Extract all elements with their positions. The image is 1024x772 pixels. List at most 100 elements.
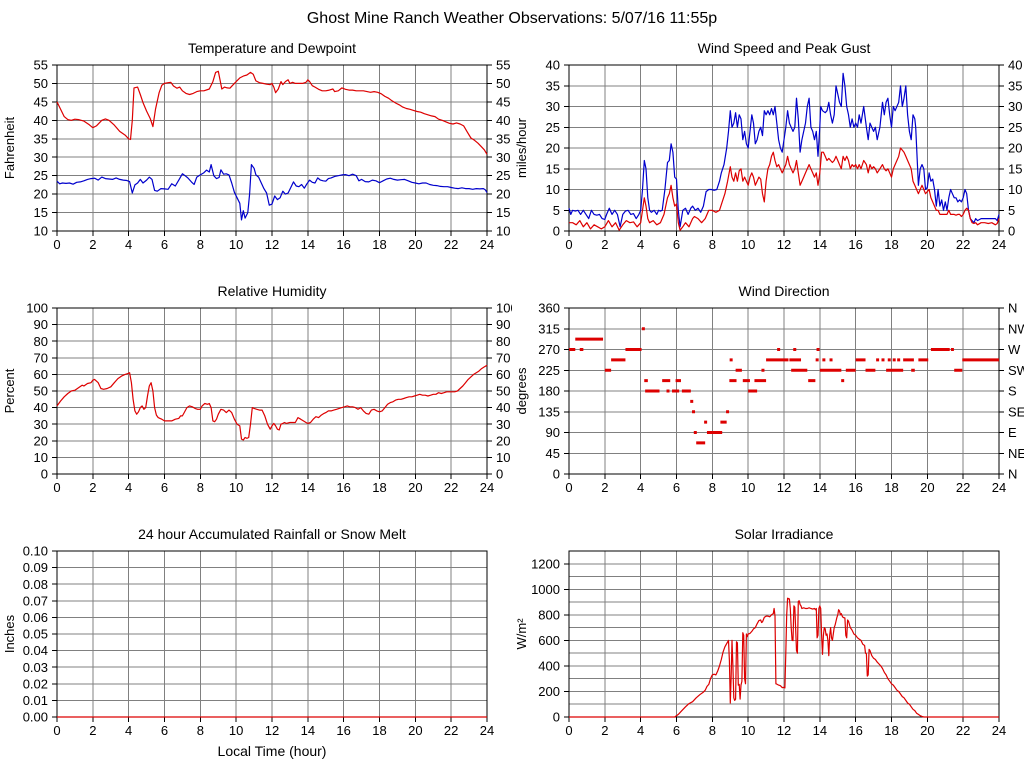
x-tick-label: 16 (848, 237, 862, 252)
x-tick-label: 12 (777, 237, 791, 252)
y-tick-label-right: W (1008, 342, 1021, 357)
x-tick-label: 10 (229, 723, 243, 738)
x-tick-label: 10 (741, 237, 755, 252)
y-tick-label: 90 (34, 317, 48, 332)
y-tick-label-right: 25 (496, 168, 510, 183)
y-tick-label-right: 0 (1008, 224, 1015, 239)
y-tick-label-right: 35 (1008, 78, 1022, 93)
y-tick-label: 60 (34, 367, 48, 382)
y-tick-label: 35 (546, 78, 560, 93)
x-tick-label: 4 (125, 480, 132, 495)
y-tick-label-right: 10 (496, 224, 510, 239)
y-tick-label: 0 (553, 224, 560, 239)
y-tick-label-right: S (1008, 384, 1017, 399)
y-tick-label: 40 (34, 400, 48, 415)
page-title: Ghost Mine Ranch Weather Observations: 5… (306, 10, 718, 27)
humidity-line (56, 364, 488, 441)
axis-labels: 0 2 4 6 8 10 12 14 16 18 20 22 240.000.010.020.030.0… (23, 544, 495, 738)
x-tick-label: 10 (229, 480, 243, 495)
chart-title: Wind Speed and Peak Gust (698, 40, 871, 56)
wind-speed-line (569, 147, 1000, 231)
y-tick-label-right: 40 (496, 400, 510, 415)
y-tick-label: 360 (538, 301, 560, 316)
x-tick-label: 20 (408, 723, 422, 738)
y-tick-label: 55 (34, 58, 48, 73)
y-tick-label: 225 (538, 363, 560, 378)
y-tick-label: 0 (553, 710, 560, 725)
x-tick-label: 24 (992, 480, 1006, 495)
x-tick-label: 14 (301, 723, 315, 738)
x-tick-label: 8 (709, 237, 716, 252)
y-tick-label-right: 70 (496, 350, 510, 365)
x-tick-label: 2 (601, 723, 608, 738)
y-tick-label: 1000 (531, 582, 560, 597)
y-axis-label: Inches (2, 614, 17, 653)
panel-wind-speed-gust: 0 2 4 6 8 10 12 14 16 18 20 22 24 0 0 5 5 10 10 15 15 20 20 25 2… (512, 38, 1024, 281)
y-tick-label: 15 (546, 161, 560, 176)
x-tick-label: 22 (956, 237, 970, 252)
x-tick-label: 4 (125, 237, 132, 252)
y-axis-label: Fahrenheit (2, 117, 17, 180)
y-tick-label: 20 (34, 187, 48, 202)
panel-rainfall: 0 2 4 6 8 10 12 14 16 18 20 22 24 0.00 0.01 0.02 0.03 0.0… (0, 524, 512, 767)
gridlines (56, 307, 488, 475)
gridlines (56, 64, 488, 232)
x-tick-label: 10 (741, 723, 755, 738)
rainfall-chart: 0 2 4 6 8 10 12 14 16 18 20 22 240.000.010.020.030.0… (2, 526, 495, 759)
y-tick-label: 35 (34, 131, 48, 146)
y-tick-label-right: 80 (496, 334, 510, 349)
y-tick-label-right: 50 (496, 76, 510, 91)
y-tick-label: 20 (34, 433, 48, 448)
y-tick-label: 0.06 (23, 610, 48, 625)
panel-relative-humidity: 0 2 4 6 8 10 12 14 16 18 20 22 24 0 0 10 10 20 20 30 30 40 40 5… (0, 281, 518, 524)
y-tick-label: 10 (34, 450, 48, 465)
y-tick-label-right: NE (1008, 446, 1024, 461)
x-tick-label: 8 (197, 237, 204, 252)
x-tick-label: 16 (336, 480, 350, 495)
y-tick-label: 25 (34, 168, 48, 183)
x-tick-label: 12 (265, 480, 279, 495)
chart-title: Solar Irradiance (735, 526, 834, 542)
y-tick-label-right: 30 (496, 150, 510, 165)
x-tick-label: 6 (161, 237, 168, 252)
temperature-line (56, 70, 488, 155)
tick-marks (564, 64, 1004, 236)
y-tick-label: 45 (34, 94, 48, 109)
x-tick-label: 18 (884, 480, 898, 495)
y-tick-label-right: 10 (496, 450, 510, 465)
x-tick-label: 6 (673, 237, 680, 252)
y-tick-label-right: 0 (496, 467, 503, 482)
y-tick-label: 30 (546, 99, 560, 114)
y-tick-label: 45 (546, 446, 560, 461)
x-tick-label: 18 (372, 480, 386, 495)
y-tick-label: 0.02 (23, 676, 48, 691)
y-tick-label-right: 55 (496, 58, 510, 73)
gridlines (568, 307, 1000, 475)
y-tick-label: 5 (553, 203, 560, 218)
y-tick-label: 90 (546, 425, 560, 440)
gridlines (56, 550, 488, 718)
x-tick-label: 2 (89, 723, 96, 738)
x-tick-label: 12 (777, 723, 791, 738)
y-tick-label-right: SE (1008, 404, 1024, 419)
y-tick-label: 15 (34, 205, 48, 220)
panel-temperature-dewpoint: 0 2 4 6 8 10 12 14 16 18 20 22 24 10 10 15 15 20 20 25 25 30 3… (0, 38, 512, 281)
x-tick-label: 12 (777, 480, 791, 495)
y-tick-label-right: SW (1008, 363, 1024, 378)
y-tick-label: 400 (538, 658, 560, 673)
y-tick-label: 100 (26, 301, 48, 316)
y-tick-label: 25 (546, 120, 560, 135)
y-tick-label-right: 15 (1008, 161, 1022, 176)
y-tick-label-right: 30 (496, 417, 510, 432)
panel-wind-direction: 0 2 4 6 8 10 12 14 16 18 20 22 24 0 N 45 NE 90 E 135 SE 180 S 2… (512, 281, 1024, 524)
y-tick-label: 270 (538, 342, 560, 357)
x-tick-label: 14 (301, 480, 315, 495)
dewpoint-line (56, 163, 488, 221)
x-tick-label: 14 (813, 723, 827, 738)
solar-line (569, 597, 999, 718)
wind-direction-points (569, 327, 999, 445)
chart-title: Temperature and Dewpoint (188, 40, 356, 56)
